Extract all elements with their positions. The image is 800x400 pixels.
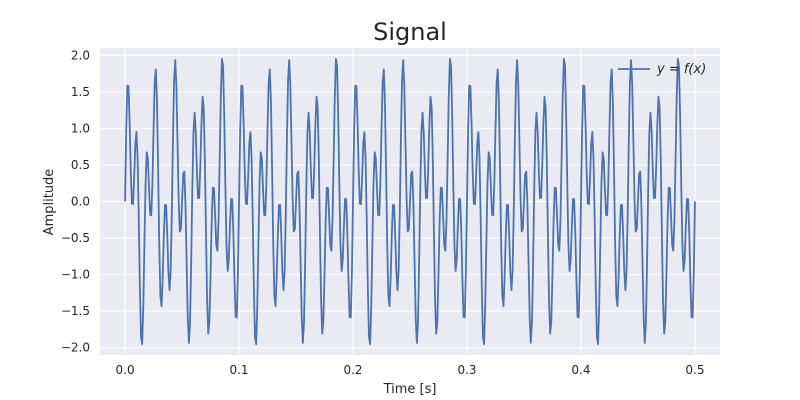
x-tick-label: 0.2	[343, 363, 362, 377]
y-axis-label: Amplitude	[42, 169, 57, 236]
y-tick-label: −1.5	[61, 304, 90, 318]
y-tick-label: 1.0	[71, 121, 90, 135]
y-tick-label: 0.0	[71, 195, 90, 209]
y-tick-label: 2.0	[71, 48, 90, 62]
x-tick-label: 0.3	[457, 363, 476, 377]
plot-lines	[124, 57, 696, 346]
x-tick-label: 0.5	[685, 363, 704, 377]
x-tick-label: 0.1	[229, 363, 248, 377]
x-axis-label: Time [s]	[383, 382, 437, 397]
x-tick-label: 0.4	[571, 363, 590, 377]
legend-label-signal: y = f(x)	[656, 62, 706, 77]
series-line-signal	[124, 57, 696, 346]
y-tick-label: 0.5	[71, 158, 90, 172]
y-tick-label: 1.5	[71, 85, 90, 99]
x-axis-ticks: 0.0 0.1 0.2 0.3 0.4 0.5	[116, 363, 705, 377]
legend: y = f(x)	[618, 62, 706, 77]
chart-title: Signal	[373, 18, 447, 46]
y-tick-label: −1.0	[61, 268, 90, 282]
y-axis-ticks: −2.0 −1.5 −1.0 −0.5 0.0 0.5 1.0 1.5 2.0	[61, 48, 90, 354]
x-tick-label: 0.0	[116, 363, 135, 377]
y-tick-label: −0.5	[61, 231, 90, 245]
y-tick-label: −2.0	[61, 341, 90, 355]
